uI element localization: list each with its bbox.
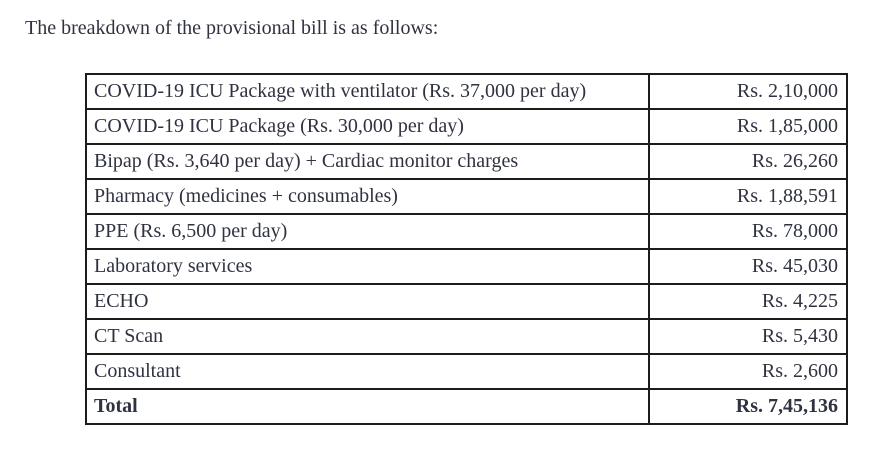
bill-item-amount: Rs. 1,85,000	[648, 108, 848, 145]
bill-item-label: Consultant	[85, 353, 650, 390]
bill-total-amount: Rs. 7,45,136	[648, 388, 848, 425]
table-row: ECHO Rs. 4,225	[85, 283, 848, 320]
table-row: Consultant Rs. 2,600	[85, 353, 848, 390]
bill-item-amount: Rs. 45,030	[648, 248, 848, 285]
bill-item-amount: Rs. 26,260	[648, 143, 848, 180]
bill-item-amount: Rs. 2,600	[648, 353, 848, 390]
bill-item-label: COVID-19 ICU Package with ventilator (Rs…	[85, 73, 650, 110]
bill-item-amount: Rs. 5,430	[648, 318, 848, 355]
provisional-bill-table: COVID-19 ICU Package with ventilator (Rs…	[85, 73, 848, 425]
table-row: CT Scan Rs. 5,430	[85, 318, 848, 355]
table-row-total: Total Rs. 7,45,136	[85, 388, 848, 425]
table-row: COVID-19 ICU Package with ventilator (Rs…	[85, 73, 848, 110]
table-row: Laboratory services Rs. 45,030	[85, 248, 848, 285]
bill-item-amount: Rs. 1,88,591	[648, 178, 848, 215]
table-row: Bipap (Rs. 3,640 per day) + Cardiac moni…	[85, 143, 848, 180]
bill-total-label: Total	[85, 388, 650, 425]
bill-item-label: COVID-19 ICU Package (Rs. 30,000 per day…	[85, 108, 650, 145]
bill-item-label: ECHO	[85, 283, 650, 320]
bill-item-amount: Rs. 4,225	[648, 283, 848, 320]
table-row: Pharmacy (medicines + consumables) Rs. 1…	[85, 178, 848, 215]
bill-item-amount: Rs. 78,000	[648, 213, 848, 250]
bill-item-label: PPE (Rs. 6,500 per day)	[85, 213, 650, 250]
table-row: COVID-19 ICU Package (Rs. 30,000 per day…	[85, 108, 848, 145]
table-row: PPE (Rs. 6,500 per day) Rs. 78,000	[85, 213, 848, 250]
bill-item-label: Laboratory services	[85, 248, 650, 285]
bill-item-label: Pharmacy (medicines + consumables)	[85, 178, 650, 215]
bill-item-label: CT Scan	[85, 318, 650, 355]
bill-item-amount: Rs. 2,10,000	[648, 73, 848, 110]
bill-breakdown-heading: The breakdown of the provisional bill is…	[25, 17, 439, 39]
bill-item-label: Bipap (Rs. 3,640 per day) + Cardiac moni…	[85, 143, 650, 180]
